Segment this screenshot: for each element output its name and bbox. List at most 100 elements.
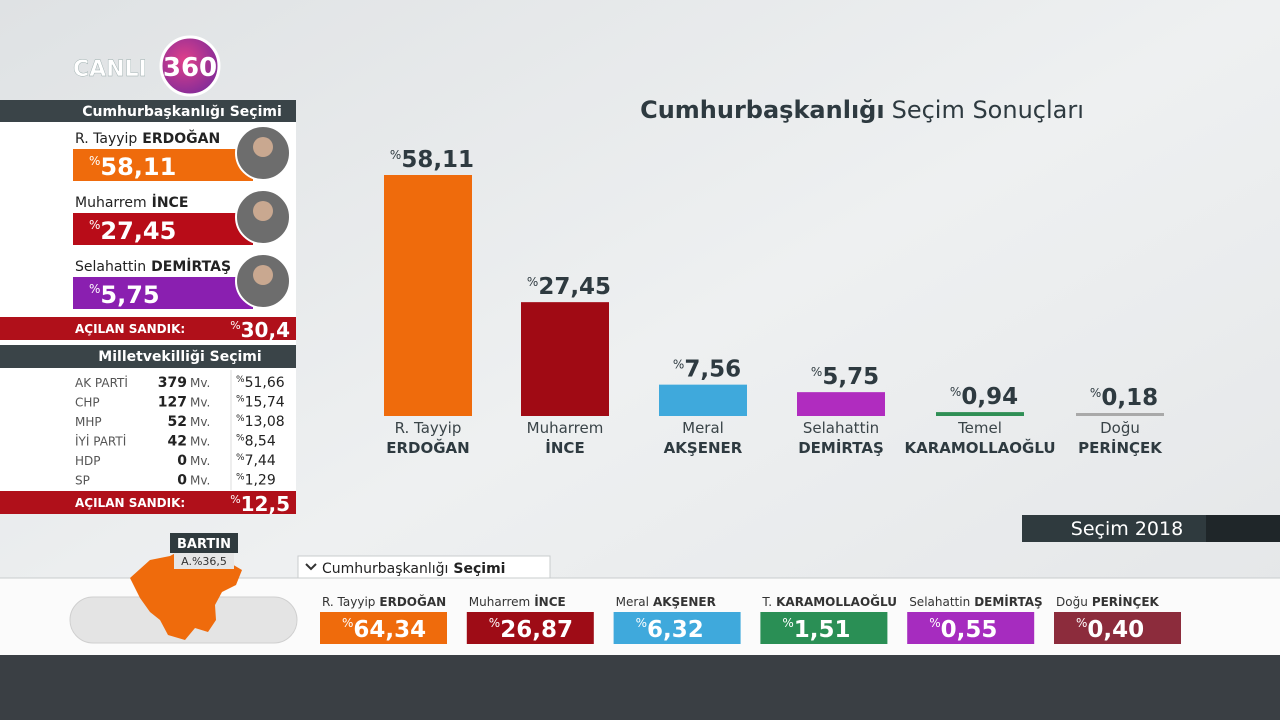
opened-value: %30,4 [230, 318, 290, 342]
category-last-part: KARAMOLLAOĞLU [904, 438, 1055, 457]
party-name: CHP [75, 396, 100, 410]
ticker-value-part: % [1076, 616, 1087, 630]
ticker-value-part: 6,32 [647, 617, 704, 643]
ticker-box [613, 612, 741, 644]
category-first: Doğu [1100, 419, 1140, 437]
party-seats-part: 379 [158, 375, 187, 391]
bar [797, 392, 885, 416]
value-label-part: 58,11 [401, 147, 474, 173]
candidate-photo-face [253, 201, 273, 221]
chart-title-part: Cumhurbaşkanlığı [640, 96, 884, 124]
candidate-name-part: DEMİRTAŞ [151, 258, 231, 275]
seat-unit: Mv. [190, 415, 210, 429]
ticker-value-part: % [782, 616, 793, 630]
party-name-part: SP [75, 474, 90, 488]
panel-header [0, 100, 296, 122]
candidate-name: Selahattin DEMİRTAŞ [75, 258, 231, 275]
party-share: %1,29 [236, 473, 276, 489]
value-label: %58,11 [390, 147, 474, 173]
candidate-name: R. Tayyip ERDOĞAN [75, 129, 220, 147]
opened-label: AÇILAN SANDIK: [75, 322, 185, 336]
party-share-part: 13,08 [245, 414, 285, 430]
opened-bar [0, 491, 296, 514]
candidate-name-part: Selahattin [75, 259, 146, 275]
candidate-value: %58,11 [89, 153, 176, 181]
value-label: %7,56 [673, 357, 741, 383]
category-last: ERDOĞAN [386, 438, 469, 457]
election-label-part: Seçim 2018 [1071, 518, 1183, 540]
party-name-part: CHP [75, 396, 100, 410]
party-share: %8,54 [236, 434, 276, 450]
ticker-name-part: Selahattin [909, 595, 970, 609]
election-label-box [1022, 515, 1206, 542]
panel-title: Cumhurbaşkanlığı Seçimi [82, 104, 282, 120]
ticker-name-part: ERDOĞAN [379, 594, 446, 609]
ticker-name-part: KARAMOLLAOĞLU [776, 594, 897, 609]
opened-value-part: % [230, 493, 240, 506]
category-last: DEMİRTAŞ [798, 438, 884, 457]
party-share-part: 7,44 [245, 453, 276, 469]
value-label-part: 7,56 [684, 357, 741, 383]
tab-chevron [305, 563, 317, 571]
seat-unit-part: Mv. [190, 454, 210, 468]
value-label-part: % [811, 365, 822, 379]
bar [659, 384, 747, 416]
logo-text: CANLI [73, 57, 147, 82]
bar [384, 175, 472, 416]
logo-text-part: CANLI [73, 57, 147, 82]
party-name: İYİ PARTİ [75, 434, 126, 449]
party-name-part: İYİ PARTİ [75, 434, 126, 449]
category-last-part: AKŞENER [664, 439, 743, 457]
party-share-part: % [236, 453, 245, 463]
candidate-bar [73, 213, 253, 245]
logo-badge-text: 360 [163, 53, 217, 83]
seat-unit-part: Mv. [190, 474, 210, 488]
ticker-value: %6,32 [636, 616, 704, 643]
party-name: AK PARTİ [75, 375, 128, 390]
ticker-value-part: 0,40 [1087, 617, 1144, 643]
party-seats-part: 127 [158, 395, 187, 411]
category-first-part: Doğu [1100, 419, 1140, 437]
party-seats-part: 52 [168, 414, 187, 430]
ticker-tab[interactable] [297, 555, 551, 579]
panel-title-part: Cumhurbaşkanlığı Seçimi [82, 104, 282, 120]
value-label: %0,94 [950, 384, 1018, 410]
ticker-name: T. KARAMOLLAOĞLU [761, 594, 897, 609]
category-first-part: Meral [682, 419, 724, 437]
party-share-part: % [236, 434, 245, 444]
ticker-name: Meral AKŞENER [616, 595, 716, 609]
bar [936, 412, 1024, 416]
bar [521, 302, 609, 416]
seat-unit-part: Mv. [190, 415, 210, 429]
ticker-name: R. Tayyip ERDOĞAN [322, 594, 446, 609]
ticker-box [1054, 612, 1181, 644]
party-seats-part: 0 [177, 453, 187, 469]
opened-value-part: 30,4 [241, 318, 290, 342]
party-name-part: HDP [75, 454, 101, 468]
party-share-part: % [236, 473, 245, 483]
opened-value-part: 12,5 [241, 492, 290, 516]
party-name: HDP [75, 454, 101, 468]
candidate-value-part: 5,75 [100, 281, 159, 309]
election-label: Seçim 2018 [1071, 518, 1183, 540]
category-last-part: İNCE [545, 438, 584, 457]
value-label: %27,45 [527, 274, 611, 300]
candidate-name-part: Muharrem [75, 195, 147, 211]
party-seats: 127 [158, 395, 187, 411]
category-last-part: ERDOĞAN [386, 438, 469, 457]
party-seats: 42 [168, 434, 187, 450]
seat-unit: Mv. [190, 474, 210, 488]
party-share: %13,08 [236, 414, 285, 430]
category-first: Selahattin [803, 419, 879, 437]
logo-badge-text-part: 360 [163, 53, 217, 83]
ticker-name-part: T. [761, 595, 772, 609]
seat-unit-part: Mv. [190, 435, 210, 449]
value-label-part: 5,75 [822, 364, 879, 390]
candidate-bar [73, 277, 253, 309]
opened-label-part: AÇILAN SANDIK: [75, 322, 185, 336]
party-share-part: 1,29 [245, 473, 276, 489]
candidate-value-part: 27,45 [100, 217, 176, 245]
chart-title-part: Seçim Sonuçları [892, 96, 1084, 124]
candidate-value: %27,45 [89, 217, 176, 245]
